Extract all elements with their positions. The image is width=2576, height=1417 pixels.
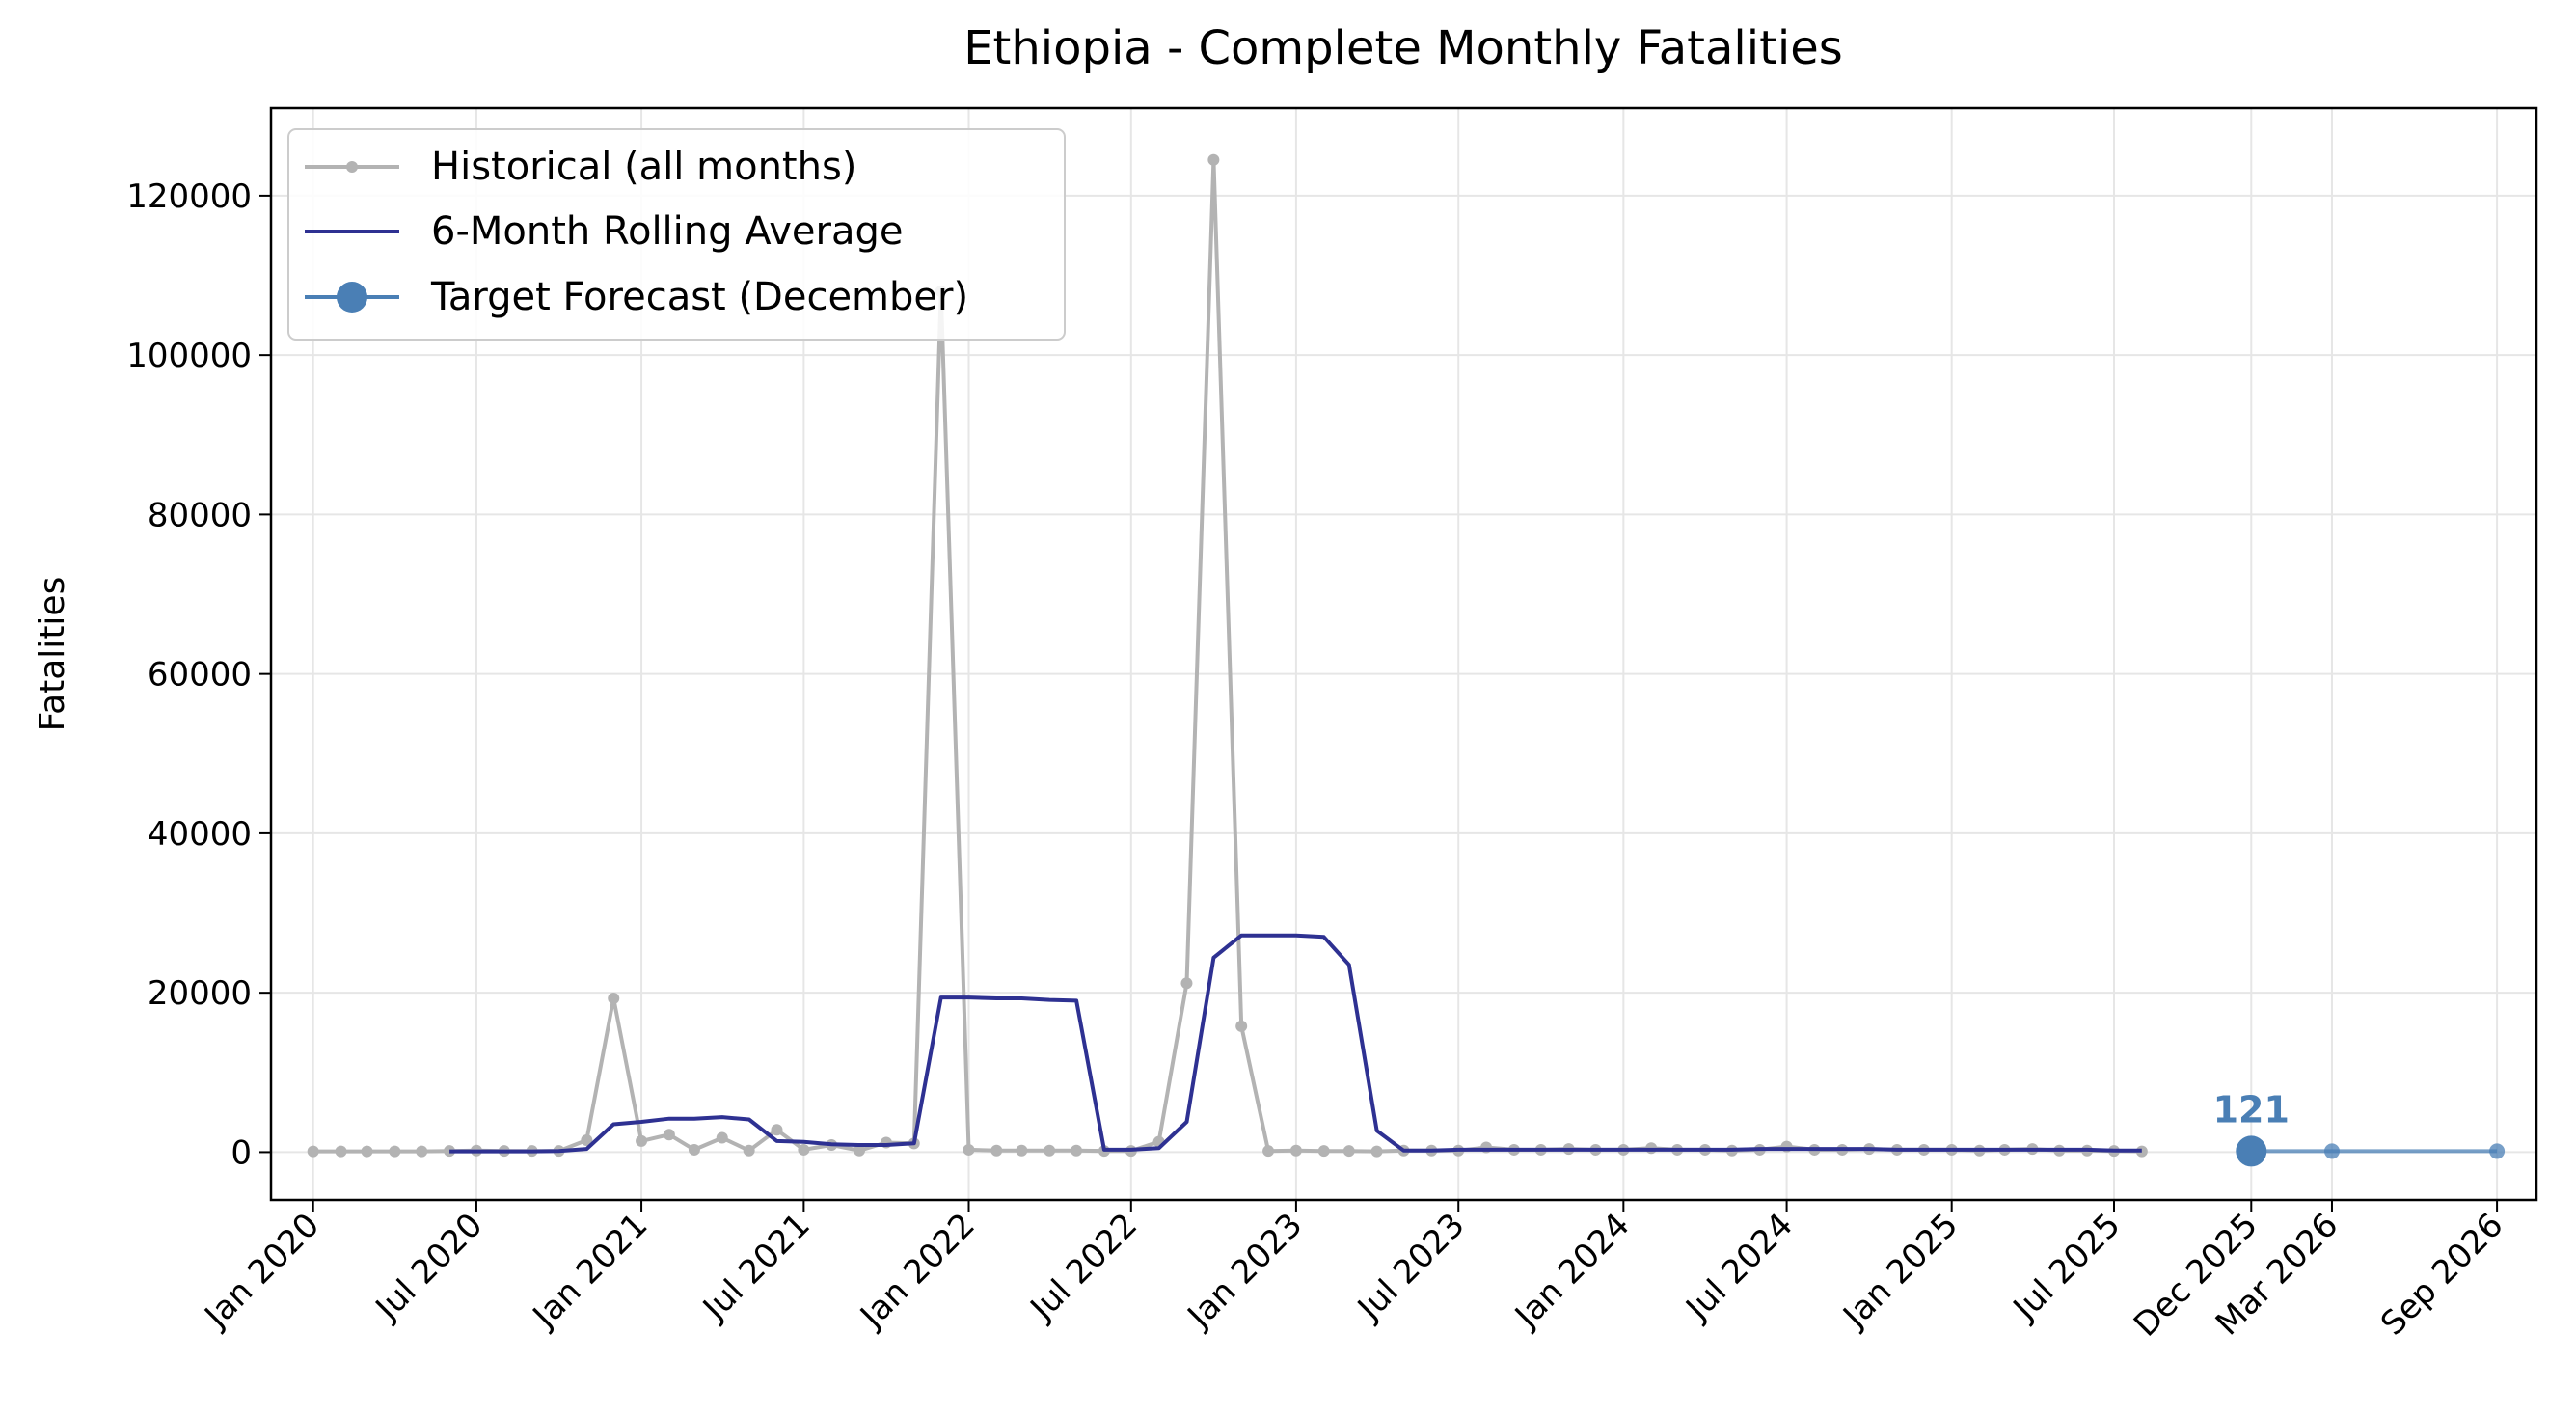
historical-point bbox=[663, 1129, 675, 1141]
historical-point bbox=[688, 1143, 700, 1156]
y-tick-label: 20000 bbox=[148, 974, 252, 1013]
forecast-value-label: 121 bbox=[2213, 1088, 2290, 1131]
rolling-average-line bbox=[449, 933, 2142, 1154]
historical-point bbox=[1262, 1145, 1275, 1158]
legend-label-historical: Historical (all months) bbox=[431, 145, 856, 189]
historical-point bbox=[1370, 1145, 1383, 1158]
historical-point bbox=[361, 1145, 373, 1158]
historical-point bbox=[608, 992, 620, 1004]
historical-point bbox=[1207, 153, 1220, 166]
historical-point bbox=[636, 1134, 648, 1147]
historical-point bbox=[2135, 1145, 2148, 1158]
historical-point bbox=[1044, 1144, 1056, 1157]
y-tick-label: 120000 bbox=[126, 177, 252, 216]
historical-point bbox=[416, 1145, 428, 1158]
forecast-point bbox=[2323, 1143, 2340, 1159]
historical-point bbox=[854, 1144, 866, 1157]
historical-point bbox=[1317, 1145, 1330, 1158]
series-layer: 121 bbox=[307, 153, 2506, 1167]
y-tick-label: 60000 bbox=[148, 656, 252, 695]
historical-point bbox=[990, 1144, 1003, 1157]
y-tick-label: 80000 bbox=[148, 496, 252, 534]
historical-point bbox=[1235, 1020, 1248, 1032]
historical-point bbox=[581, 1134, 593, 1147]
y-tick-label: 0 bbox=[230, 1133, 252, 1172]
chart-title: Ethiopia - Complete Monthly Fatalities bbox=[963, 21, 1843, 75]
historical-point bbox=[1289, 1144, 1302, 1157]
historical-point bbox=[963, 1143, 975, 1156]
historical-point bbox=[1071, 1144, 1083, 1157]
legend-marker-forecast bbox=[337, 282, 367, 313]
historical-point bbox=[1342, 1145, 1355, 1158]
historical-point bbox=[444, 1145, 456, 1158]
legend-label-forecast: Target Forecast (December) bbox=[430, 275, 968, 319]
y-tick-label: 40000 bbox=[148, 815, 252, 854]
historical-point bbox=[1180, 977, 1193, 990]
legend-label-rolling: 6-Month Rolling Average bbox=[431, 209, 904, 254]
forecast-point bbox=[2489, 1143, 2506, 1159]
legend-box bbox=[287, 128, 1066, 341]
historical-point bbox=[335, 1145, 347, 1158]
historical-point bbox=[389, 1145, 401, 1158]
historical-point bbox=[743, 1144, 755, 1157]
historical-point bbox=[798, 1143, 810, 1156]
historical-point bbox=[716, 1131, 728, 1144]
y-axis: 0 20000 40000 60000 80000 100000 120000 bbox=[126, 177, 271, 1172]
legend-marker-historical bbox=[346, 161, 358, 173]
legend: Historical (all months) 6-Month Rolling … bbox=[287, 128, 1066, 341]
plot-frame bbox=[269, 106, 2538, 1202]
historical-point bbox=[307, 1145, 319, 1158]
forecast-target-point bbox=[2236, 1135, 2267, 1167]
historical-point bbox=[771, 1124, 783, 1136]
historical-point bbox=[1016, 1144, 1028, 1157]
y-axis-label: Fatalities bbox=[33, 577, 72, 732]
y-tick-label: 100000 bbox=[126, 337, 252, 375]
